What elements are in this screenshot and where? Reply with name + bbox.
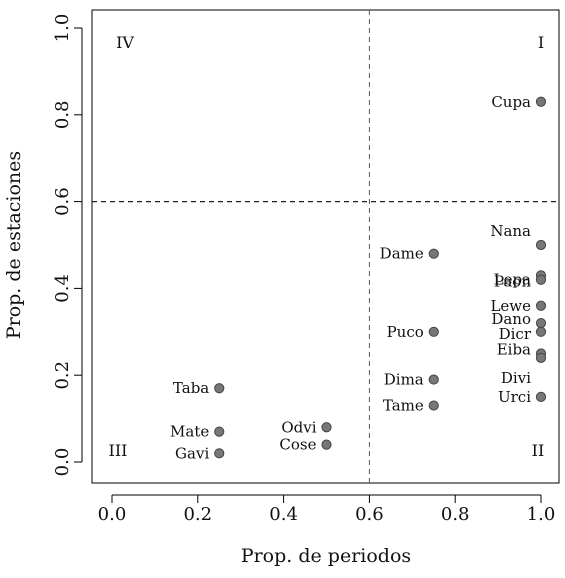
data-point-dano — [535, 318, 547, 329]
data-point-label: Cose — [279, 436, 316, 454]
data-point-label: Dano — [491, 310, 531, 328]
data-point-label: Dame — [380, 245, 424, 263]
data-point-odvi — [321, 422, 332, 433]
x-tick-label: 0.0 — [98, 504, 127, 525]
data-point-label: Lepa — [494, 270, 531, 288]
y-tick-label: 0.8 — [52, 100, 73, 129]
data-point-label: Nana — [490, 222, 531, 240]
plot-frame — [91, 9, 560, 484]
quadrant-label-bottom-left: III — [109, 441, 128, 460]
data-point-divi — [535, 352, 547, 363]
data-point-dima — [428, 374, 439, 385]
y-axis-ticks: 0.0 0.2 0.4 0.6 0.8 1.0 — [52, 14, 82, 477]
data-point-label: Odvi — [281, 418, 316, 436]
data-point-label: Eiba — [497, 341, 531, 359]
data-point-label: Puco — [387, 323, 424, 341]
quadrant-label-bottom-right: II — [532, 441, 545, 460]
data-point-puco — [428, 326, 439, 337]
data-point-taba — [214, 383, 225, 394]
data-point-dicr — [535, 326, 547, 337]
x-tick-label: 0.2 — [183, 504, 212, 525]
data-point-mate — [214, 426, 225, 437]
data-point-label: Lewe — [490, 297, 531, 315]
data-point-label: Urci — [498, 388, 531, 406]
data-point-label: Cupa — [491, 93, 531, 111]
data-point-paon — [535, 274, 547, 285]
data-point-cose — [321, 439, 332, 450]
x-tick-label: 0.6 — [355, 504, 384, 525]
reference-lines — [92, 10, 559, 483]
quadrant-label-top-right: I — [538, 33, 544, 52]
data-point-label: Dima — [384, 371, 424, 389]
x-tick-label: 1.0 — [527, 504, 556, 525]
x-tick-label: 0.8 — [441, 504, 470, 525]
data-point-lewe — [535, 300, 547, 311]
data-point-label: Mate — [170, 423, 209, 441]
x-axis-title: Prop. de periodos — [241, 545, 411, 567]
data-point-gavi — [214, 448, 225, 459]
y-tick-label: 0.4 — [52, 274, 73, 303]
data-point-cupa — [535, 96, 547, 107]
x-axis-ticks: 0.0 0.2 0.4 0.6 0.8 1.0 — [98, 495, 556, 525]
data-point-label: Dicr — [499, 325, 532, 343]
quadrant-label-top-left: IV — [116, 33, 134, 52]
x-tick-label: 0.4 — [269, 504, 298, 525]
data-point-urci — [535, 391, 547, 402]
data-point-label: Divi — [501, 369, 531, 387]
data-point-nana — [535, 239, 547, 251]
y-tick-label: 0.6 — [52, 187, 73, 216]
y-axis-title: Prop. de estaciones — [3, 151, 25, 339]
data-point-dame — [428, 248, 439, 259]
data-points — [214, 96, 547, 459]
data-point-tame — [428, 400, 439, 411]
y-tick-label: 0.0 — [52, 448, 73, 477]
data-point-label: Paon — [494, 273, 531, 291]
y-tick-label: 1.0 — [52, 14, 73, 43]
data-point-label: Tame — [383, 397, 424, 415]
data-point-label: Gavi — [175, 444, 209, 462]
data-point-label: Taba — [173, 379, 209, 397]
y-tick-label: 0.2 — [52, 361, 73, 390]
